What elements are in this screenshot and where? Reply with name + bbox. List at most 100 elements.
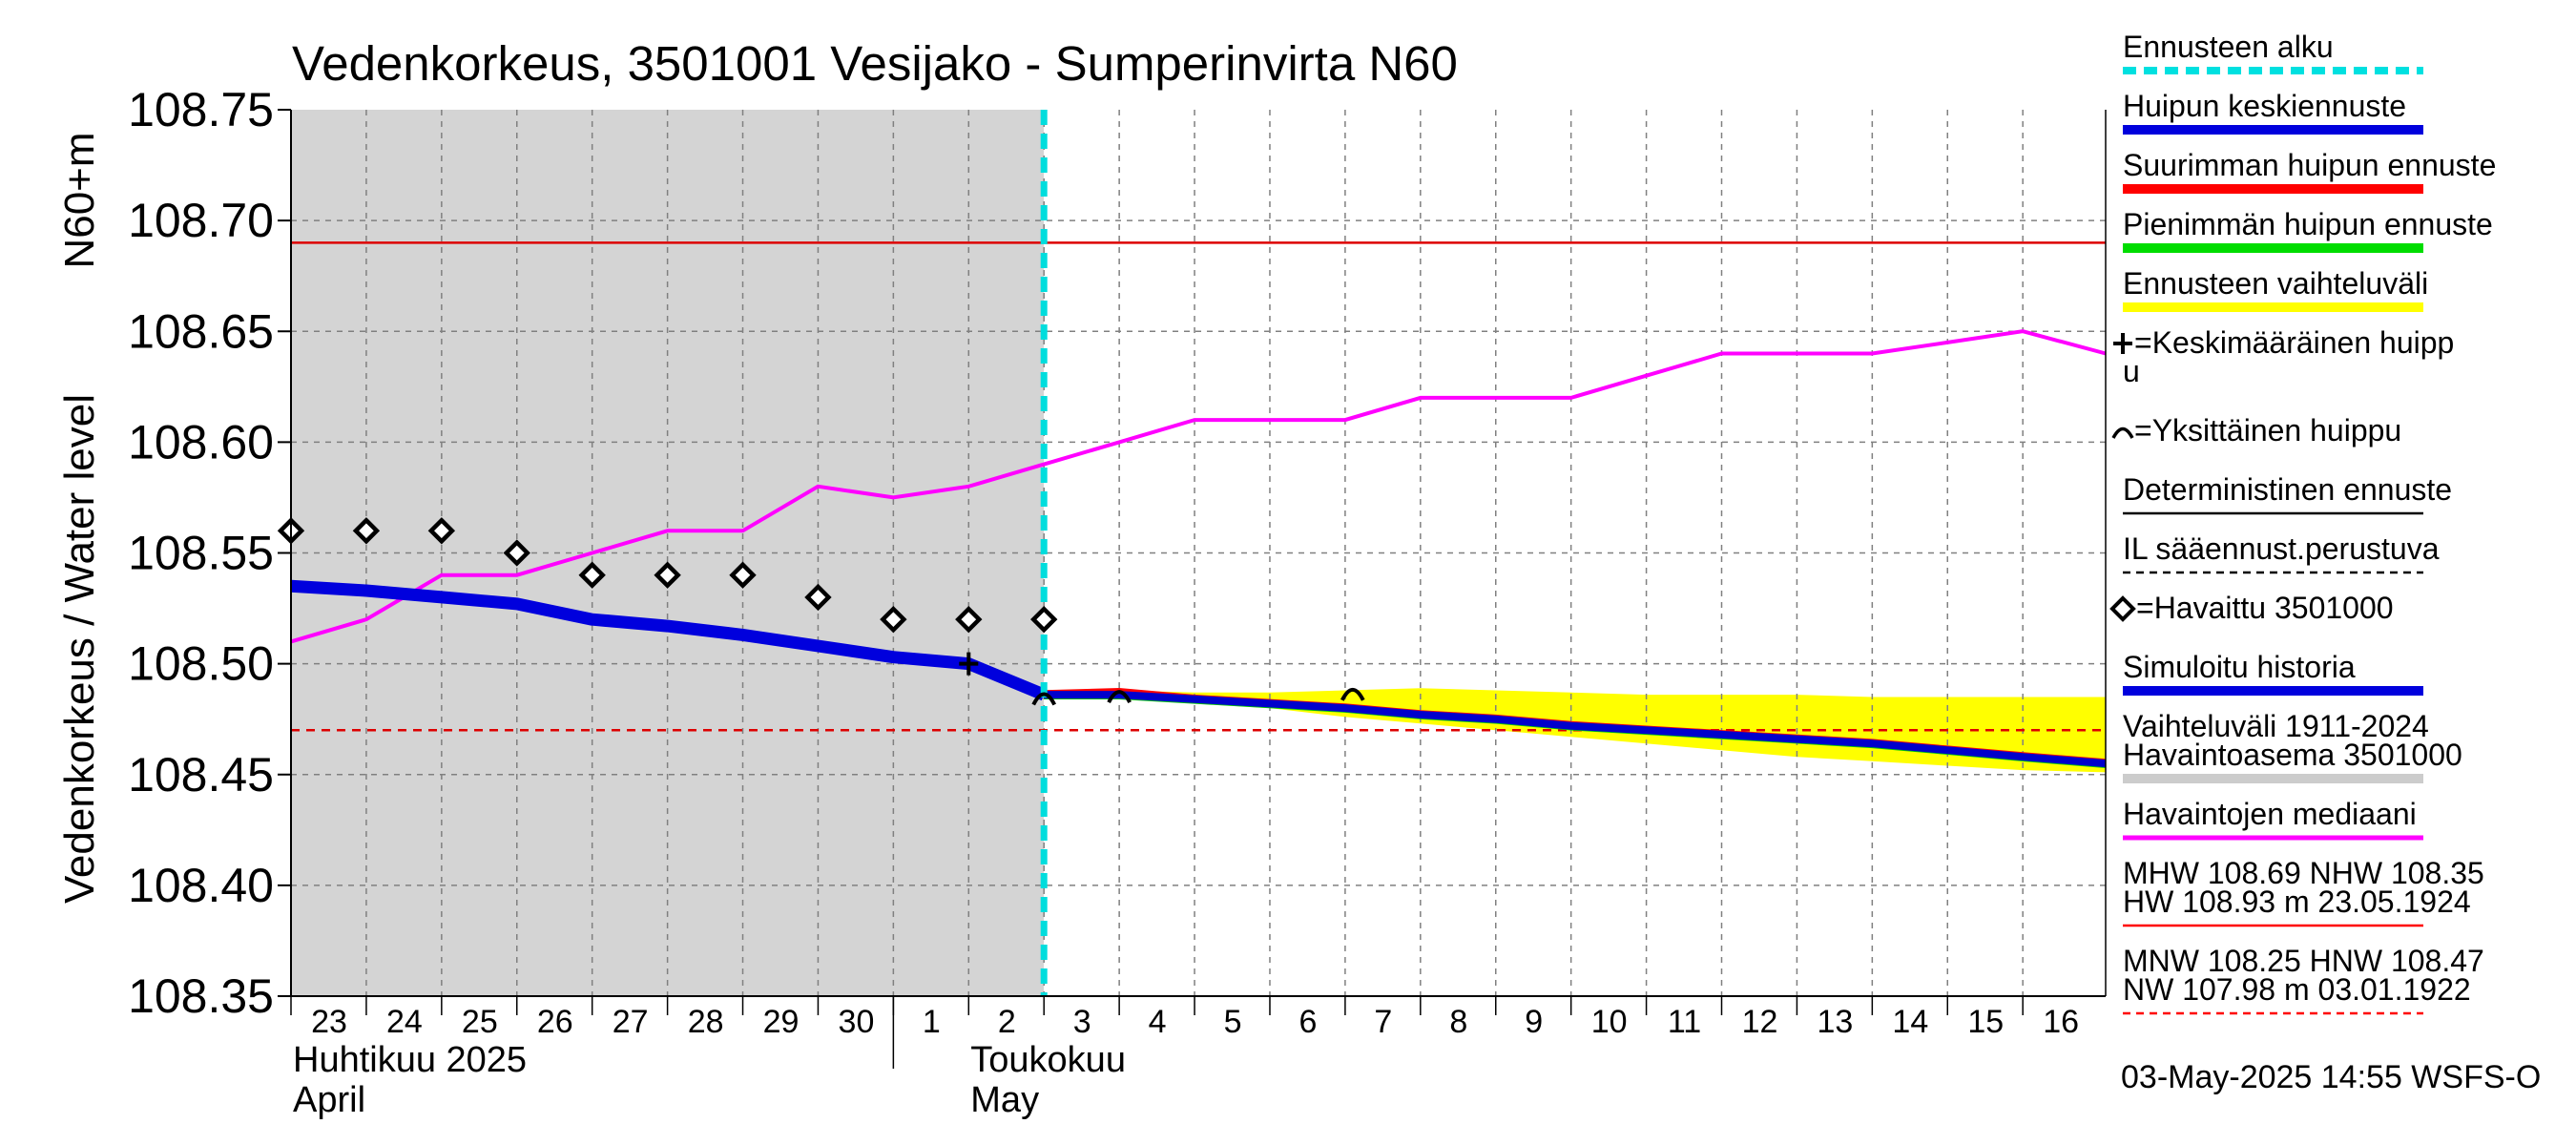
legend-label-2: u [2123,354,2140,388]
legend-label: IL sääennust.perustuva [2123,531,2440,566]
x-tick-label: 15 [1967,1004,2004,1040]
legend-label: Ennusteen alku [2123,30,2334,64]
x-tick-label: 2 [998,1004,1016,1040]
legend-label: Ennusteen vaihteluväli [2123,266,2428,301]
legend-item: =Keskimääräinen huippu [2113,325,2454,388]
observed-point [503,539,530,567]
observed-point [804,583,832,612]
x-tick-label: 13 [1818,1004,1854,1040]
x-tick-label: 6 [1299,1004,1318,1040]
single-peak-marker [1340,687,1365,701]
legend-item: Huipun keskiennuste [2123,89,2423,135]
y-tick-label: 108.70 [128,194,274,247]
legend-item: =Yksittäinen huippu [2111,413,2401,448]
y-tick-label: 108.40 [128,859,274,912]
observed-point [578,561,606,589]
data-markers [277,517,1365,706]
mean-peak-marker [959,652,979,676]
x-tick-label: 24 [386,1004,423,1040]
observed-point [1030,605,1058,634]
month-label-en: April [293,1080,365,1120]
footer-timestamp: 03-May-2025 14:55 WSFS-O [2121,1059,2541,1095]
x-tick-label: 11 [1668,1004,1701,1040]
x-tick-label: 7 [1374,1004,1392,1040]
legend-item: Havaintojen mediaani [2123,797,2423,841]
legend-label: MNW 108.25 HNW 108.47 [2123,944,2484,978]
observed-point [654,561,681,589]
legend-item: Simuloitu historia [2123,650,2423,696]
x-tick-label: 4 [1149,1004,1167,1040]
y-tick-label: 108.50 [128,637,274,691]
x-tick-label: 14 [1892,1004,1928,1040]
axes: 108.35 108.40 108.45 108.50 108.55 108.60 108.… [128,83,2107,1120]
x-tick-label: 23 [311,1004,347,1040]
observed-point [352,517,381,545]
x-tick-label: 10 [1591,1004,1628,1040]
legend-arc-icon [2111,427,2134,439]
legend-label: Vaihteluväli 1911-2024 [2123,709,2429,743]
grid-lines [291,110,2106,996]
x-tick-label: 12 [1742,1004,1778,1040]
single-peak-marker [1107,690,1132,704]
x-tick-label: 26 [537,1004,573,1040]
legend-label: MHW 108.69 NHW 108.35 [2123,856,2484,890]
x-tick-label: 8 [1449,1004,1467,1040]
y-tick-label: 108.45 [128,748,274,802]
legend-item: =Havaittu 3501000 [2109,591,2394,625]
legend-label: Pienimmän huipun ennuste [2123,207,2493,241]
observed-point [427,517,456,545]
x-tick-label: 16 [2043,1004,2079,1040]
legend-label-2: NW 107.98 m 03.01.1922 [2123,972,2471,1007]
legend-item: Ennusteen vaihteluväli [2123,266,2428,312]
legend-label: =Keskimääräinen huipp [2134,325,2454,360]
observed-point [729,561,757,589]
legend-item: Ennusteen alku [2123,30,2423,74]
legend-label: =Havaittu 3501000 [2136,591,2394,625]
reference-lines [291,241,2106,732]
legend-item: Deterministinen ennuste [2123,472,2452,515]
y-axis-label-title: Vedenkorkeus / Water level [56,394,103,904]
plot-history-area [291,110,1045,996]
legend-item: IL sääennust.perustuva [2123,531,2440,574]
observed-point [955,605,983,634]
observed-point [880,605,907,634]
month-label-en: May [970,1080,1039,1120]
y-tick-label: 108.35 [128,969,274,1023]
legend-diamond-icon [2109,595,2136,622]
month-label-fi: Huhtikuu 2025 [293,1040,527,1080]
x-tick-label: 29 [763,1004,800,1040]
y-tick-label: 108.65 [128,304,274,358]
x-tick-label: 28 [688,1004,724,1040]
legend-item: Suurimman huipun ennuste [2123,148,2496,194]
legend-label: Simuloitu historia [2123,650,2356,684]
legend-item: Pienimmän huipun ennuste [2123,207,2493,253]
x-tick-label: 30 [839,1004,875,1040]
y-axis-label: N60+m Vedenkorkeus / Water level [56,132,103,904]
median-history-line [290,329,2107,644]
x-tick-label: 9 [1525,1004,1543,1040]
chart-title: Vedenkorkeus, 3501001 Vesijako - Sumperi… [292,36,1458,91]
x-tick-label: 5 [1224,1004,1242,1040]
y-tick-label: 108.75 [128,83,274,136]
legend-label: =Yksittäinen huippu [2134,413,2401,448]
legend-label: Havaintojen mediaani [2123,797,2417,831]
legend-label: Suurimman huipun ennuste [2123,148,2496,182]
y-tick-label: 108.60 [128,415,274,468]
forecast-mean-line [1044,691,2107,768]
x-tick-label: 25 [462,1004,498,1040]
y-tick-label: 108.55 [128,527,274,580]
x-tick-label: 1 [923,1004,941,1040]
legend-label: Huipun keskiennuste [2123,89,2406,123]
single-peak-marker [1031,692,1056,706]
legend-label-2: Havaintoasema 3501000 [2123,738,2462,772]
x-tick-label: 27 [613,1004,649,1040]
y-axis-label-unit: N60+m [56,132,103,268]
legend-label: Deterministinen ennuste [2123,472,2452,507]
simulated-history-line [290,579,1047,701]
legend-label-2: HW 108.93 m 23.05.1924 [2123,885,2471,919]
month-label-fi: Toukokuu [970,1040,1126,1080]
x-tick-label: 3 [1073,1004,1091,1040]
